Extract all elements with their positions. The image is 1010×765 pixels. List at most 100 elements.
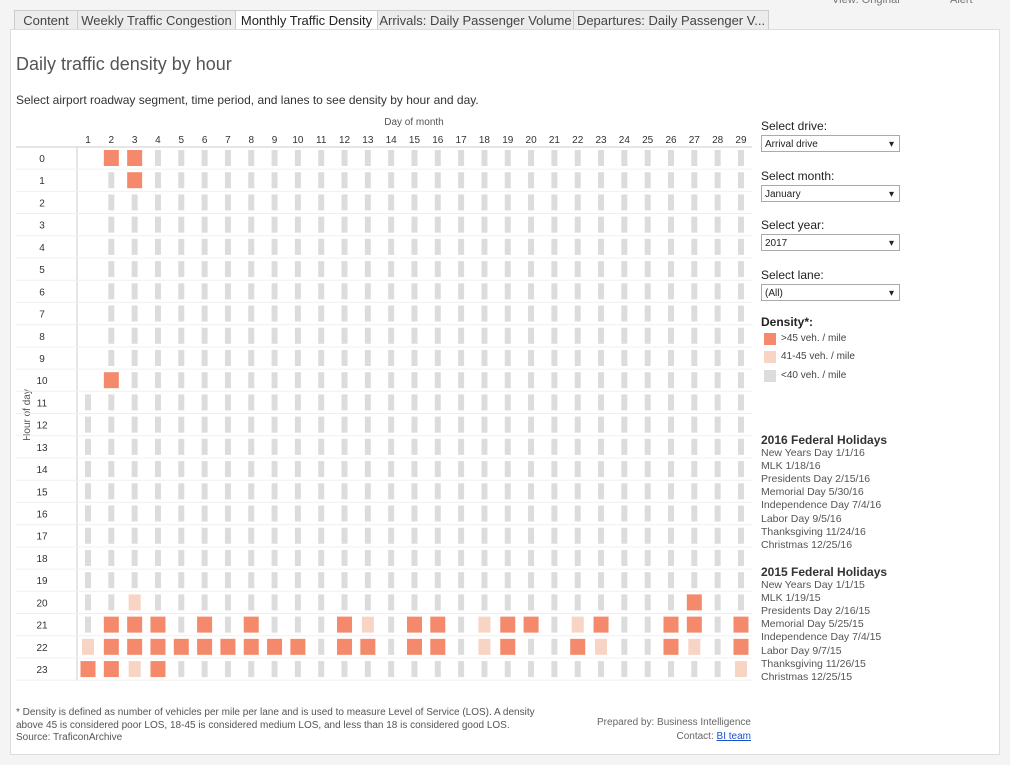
tab[interactable]: Weekly Traffic Congestion: [77, 10, 236, 29]
density-cell: [504, 394, 511, 411]
density-cell: [714, 483, 721, 500]
density-cell: [481, 661, 488, 678]
density-cell: [621, 327, 628, 344]
density-cell: [621, 349, 628, 366]
density-cell: [131, 527, 138, 544]
density-cell: [224, 150, 231, 166]
density-cell: [458, 238, 465, 255]
y-tick-label: 22: [36, 643, 48, 654]
density-cell: [598, 194, 605, 211]
density-cell: [173, 638, 189, 655]
density-cell: [201, 216, 208, 233]
density-cell: [271, 594, 278, 611]
density-cell: [248, 549, 255, 566]
density-cell: [364, 527, 371, 544]
density-cell: [481, 549, 488, 566]
density-cell: [154, 372, 161, 389]
density-cell: [481, 238, 488, 255]
density-cell: [201, 327, 208, 344]
density-cell: [154, 594, 161, 611]
density-cell: [271, 150, 278, 166]
density-cell: [574, 261, 581, 278]
density-cell: [481, 527, 488, 544]
density-cell: [224, 483, 231, 500]
density-cell: [178, 372, 185, 389]
dropdown[interactable]: (All): [761, 284, 900, 302]
x-tick-label: 21: [549, 135, 561, 146]
density-cell: [411, 283, 418, 300]
tab[interactable]: Content: [14, 10, 78, 29]
tab[interactable]: Arrivals: Daily Passenger Volume: [377, 10, 574, 29]
density-cell: [248, 661, 255, 678]
density-cell: [103, 372, 119, 389]
density-cell: [668, 172, 674, 189]
density-cell: [504, 349, 511, 366]
density-cell: [341, 238, 348, 255]
density-cell: [621, 483, 628, 500]
tab[interactable]: Departures: Daily Passenger V...: [573, 10, 769, 29]
density-cell: [598, 416, 605, 433]
density-cell: [504, 505, 511, 522]
density-cell: [108, 438, 115, 455]
dropdown[interactable]: January: [761, 184, 900, 203]
density-cell: [406, 638, 422, 655]
density-cell: [388, 594, 395, 611]
density-cell: [481, 150, 488, 166]
dropdown[interactable]: 2017: [761, 234, 900, 252]
density-cell: [644, 216, 651, 233]
density-cell: [668, 283, 674, 300]
density-cell: [481, 283, 488, 300]
density-cell: [434, 172, 441, 189]
density-cell: [154, 416, 161, 433]
density-cell: [504, 150, 511, 166]
density-cell: [434, 461, 441, 478]
density-cell: [131, 483, 138, 500]
toolbar-button[interactable]: Alert: [950, 0, 973, 6]
density-cell: [551, 238, 558, 255]
density-cell: [178, 150, 185, 166]
density-cell: [224, 261, 231, 278]
density-cell: [574, 527, 581, 544]
density-cell: [528, 638, 535, 655]
density-cell: [478, 616, 491, 633]
tab[interactable]: Monthly Traffic Density: [235, 10, 378, 30]
density-cell: [691, 394, 698, 411]
density-cell: [668, 505, 674, 522]
density-cell: [714, 150, 721, 166]
density-cell: [154, 483, 161, 500]
density-cell: [434, 305, 441, 322]
density-cell: [411, 327, 418, 344]
density-cell: [388, 661, 395, 678]
density-cell: [691, 438, 698, 455]
x-tick-label: 5: [178, 135, 184, 146]
legend-swatch: [764, 369, 776, 382]
density-cell: [224, 661, 231, 678]
density-cell: [644, 349, 651, 366]
density-cell: [523, 616, 539, 633]
density-cell: [108, 527, 115, 544]
density-cell: [504, 172, 511, 189]
density-cell: [154, 216, 161, 233]
density-cell: [341, 216, 348, 233]
density-cell: [154, 461, 161, 478]
toolbar-button[interactable]: View: Original: [832, 0, 900, 6]
density-cell: [154, 438, 161, 455]
density-cell: [248, 483, 255, 500]
contact-link[interactable]: BI team: [716, 731, 751, 742]
density-cell: [411, 216, 418, 233]
y-tick-label: 12: [36, 421, 48, 432]
density-cell: [364, 349, 371, 366]
density-cell: [85, 438, 91, 455]
density-cell: [361, 616, 374, 633]
density-cell: [663, 616, 679, 633]
density-cell: [737, 483, 744, 500]
density-cell: [668, 349, 674, 366]
density-cell: [318, 549, 325, 566]
density-cell: [458, 150, 465, 166]
density-cell: [318, 327, 325, 344]
density-cell: [364, 594, 371, 611]
density-cell: [668, 150, 674, 166]
density-cell: [574, 238, 581, 255]
dropdown[interactable]: Arrival drive: [761, 135, 900, 153]
density-cell: [294, 483, 301, 500]
